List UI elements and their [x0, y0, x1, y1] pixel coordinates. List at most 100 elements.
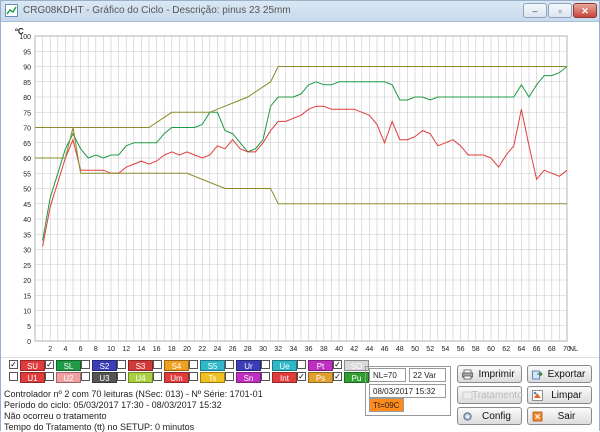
channel-checkbox[interactable] — [153, 360, 162, 369]
x-tick-label: 4 — [63, 346, 67, 353]
y-axis-label: ºC — [15, 27, 24, 36]
treatment-button[interactable]: Tratamento — [457, 386, 523, 404]
readout-frame — [365, 366, 451, 416]
y-tick-label: 65 — [23, 141, 31, 148]
window-title: CRG08KDHT - Gráfico do Ciclo - Descrição… — [23, 5, 291, 16]
y-tick-label: 60 — [23, 156, 31, 163]
channel-s5[interactable]: S5 — [189, 360, 225, 371]
channel-label: Ue — [272, 360, 297, 371]
channel-label: S4 — [164, 360, 189, 371]
channel-label: Ur — [236, 360, 261, 371]
clear-button[interactable]: Limpar — [527, 386, 592, 404]
x-tick-label: 34 — [290, 346, 298, 353]
channel-u2[interactable]: U2 — [45, 372, 81, 383]
channel-ue[interactable]: Ue — [261, 360, 297, 371]
y-tick-label: 95 — [23, 49, 31, 56]
treatment-icon — [462, 391, 473, 400]
channel-s3[interactable]: S3 — [117, 360, 153, 371]
x-tick-label: 64 — [518, 346, 526, 353]
config-label: Config — [482, 411, 511, 422]
x-tick-label: 44 — [366, 346, 374, 353]
export-icon — [532, 370, 543, 380]
channel-um[interactable]: Um — [153, 372, 189, 383]
x-tick-label: 6 — [79, 346, 83, 353]
channel-checkbox[interactable] — [117, 372, 126, 381]
cycle-period: Período do ciclo: 05/03/2017 17:30 - 08/… — [4, 400, 222, 410]
y-tick-label: 10 — [23, 309, 31, 316]
channel-checkbox[interactable]: ✓ — [45, 360, 54, 369]
exit-icon — [532, 411, 543, 422]
channel-so[interactable]: ✓ SO — [333, 360, 369, 371]
channel-checkbox[interactable] — [189, 360, 198, 369]
treatment-time: Tempo do Tratamento (tt) no SETUP: 0 min… — [4, 422, 195, 432]
channel-pu[interactable]: ✓ Pu — [333, 372, 369, 383]
channel-label: SL — [56, 360, 81, 371]
channel-sn[interactable]: Sn — [225, 372, 261, 383]
channel-pt[interactable]: Pt — [297, 360, 333, 371]
channel-label: Pu — [344, 372, 369, 383]
x-tick-label: 48 — [396, 346, 404, 353]
channel-ur[interactable]: Ur — [225, 360, 261, 371]
x-tick-label: 24 — [214, 346, 222, 353]
channel-checkbox[interactable] — [81, 360, 90, 369]
channel-checkbox[interactable] — [45, 372, 54, 381]
channel-s4[interactable]: S4 — [153, 360, 189, 371]
series-line-3 — [35, 127, 567, 205]
x-tick-label: 26 — [229, 346, 237, 353]
maximize-button[interactable]: ▫ — [548, 3, 572, 18]
channel-checkbox[interactable] — [225, 360, 234, 369]
close-button[interactable]: ✕ — [573, 3, 597, 18]
channel-u1[interactable]: U1 — [9, 372, 45, 383]
series-line-1 — [42, 105, 568, 247]
series-line-0 — [42, 66, 568, 241]
y-tick-label: 100 — [19, 34, 31, 41]
x-tick-label: 60 — [487, 346, 495, 353]
config-button[interactable]: Config — [457, 407, 522, 425]
channel-checkbox[interactable]: ✓ — [333, 372, 342, 381]
channel-checkbox[interactable] — [81, 372, 90, 381]
channel-checkbox[interactable]: ✓ — [297, 372, 306, 381]
channel-int[interactable]: Int — [261, 372, 297, 383]
channel-u4[interactable]: U4 — [117, 372, 153, 383]
exit-button[interactable]: Sair — [527, 407, 592, 425]
channel-checkbox[interactable]: ✓ — [9, 360, 18, 369]
channel-label: Sn — [236, 372, 261, 383]
channel-checkbox[interactable] — [225, 372, 234, 381]
channel-s2[interactable]: S2 — [81, 360, 117, 371]
x-tick-label: 36 — [305, 346, 313, 353]
channel-checkbox[interactable]: ✓ — [333, 360, 342, 369]
title-bar[interactable]: CRG08KDHT - Gráfico do Ciclo - Descrição… — [1, 1, 599, 22]
channel-ts[interactable]: Ts — [189, 372, 225, 383]
channel-checkbox[interactable] — [9, 372, 18, 381]
channel-sl[interactable]: ✓ SL — [45, 360, 81, 371]
var-field: 22 Var — [409, 368, 446, 382]
channel-label: Ps — [308, 372, 333, 383]
channel-u3[interactable]: U3 — [81, 372, 117, 383]
print-label: Imprimir — [478, 369, 515, 380]
channel-label: S5 — [200, 360, 225, 371]
channel-checkbox[interactable] — [297, 360, 306, 369]
y-tick-label: 50 — [23, 187, 31, 194]
channel-su[interactable]: ✓ SU — [9, 360, 45, 371]
y-tick-label: 25 — [23, 263, 31, 270]
treatment-status: Não ocorreu o tratamento — [4, 411, 107, 421]
channel-ps[interactable]: ✓ Ps — [297, 372, 333, 383]
channel-label: U4 — [128, 372, 153, 383]
export-button[interactable]: Exportar — [527, 365, 592, 383]
x-tick-label: 28 — [244, 346, 252, 353]
channel-checkbox[interactable] — [261, 360, 270, 369]
printer-icon — [462, 369, 473, 380]
x-tick-label: 2 — [48, 346, 52, 353]
print-button[interactable]: Imprimir — [457, 365, 522, 383]
channel-checkbox[interactable] — [261, 372, 270, 381]
channel-checkbox[interactable] — [117, 360, 126, 369]
x-tick-label: 42 — [350, 346, 358, 353]
x-tick-label: 22 — [198, 346, 206, 353]
x-tick-label: 14 — [138, 346, 146, 353]
cycle-chart: 0 5 10 15 20 25 30 35 40 45 50 55 60 65 70 75 80 85 90 95 10… — [15, 27, 578, 353]
channel-checkbox[interactable] — [189, 372, 198, 381]
minimize-button[interactable]: – — [523, 3, 547, 18]
x-tick-label: 16 — [153, 346, 161, 353]
channel-checkbox[interactable] — [153, 372, 162, 381]
